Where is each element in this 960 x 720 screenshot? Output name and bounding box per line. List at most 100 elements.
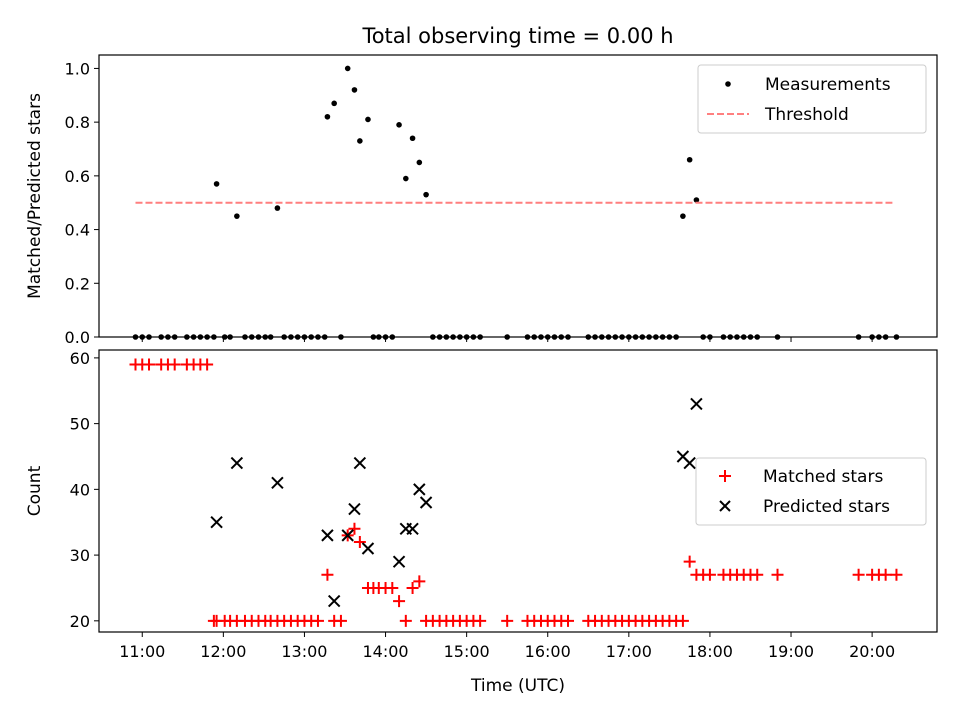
measurement-point — [324, 113, 331, 120]
measurement-point — [234, 213, 240, 219]
top-y-tick-label: 0.0 — [65, 328, 90, 347]
matched-stars-point — [751, 568, 764, 581]
measurement-point — [331, 100, 337, 107]
matched-stars-point — [879, 568, 892, 581]
bottom-x-tick-label: 16:00 — [525, 642, 571, 661]
predicted-stars-point — [419, 496, 433, 509]
measurement-point — [409, 135, 416, 142]
predicted-stars-point — [413, 483, 426, 496]
measurement-point — [344, 65, 351, 72]
legend-matched-label: Matched stars — [763, 467, 883, 487]
top-y-ticks: 0.0 0.2 0.4 0.6 0.8 1.0 — [65, 59, 99, 347]
measurement-point — [213, 181, 220, 187]
predicted-stars-point — [210, 516, 223, 529]
bottom-y-tick-label: 40 — [70, 480, 90, 499]
top-x-ticks — [141, 337, 873, 342]
measurement-point — [351, 87, 358, 93]
top-panel: 0.0 0.2 0.4 0.6 0.8 1.0 Matched/Predicted sta… — [25, 54, 938, 347]
legend-matched-marker — [719, 470, 731, 482]
bottom-panel: 20 30 40 50 60 11:00 12:00 13:00 14:00 15:00 16:0… — [25, 349, 938, 696]
matched-stars-point — [348, 522, 361, 535]
bottom-axes-frame — [98, 349, 938, 633]
legend-predicted-marker — [719, 500, 731, 512]
predicted-stars-point — [271, 476, 284, 489]
matched-stars-point — [393, 595, 406, 608]
matched-stars-point — [501, 614, 514, 627]
bottom-y-tick-label: 30 — [70, 546, 90, 565]
measurement-point — [680, 213, 686, 219]
bottom-x-tick-label: 14:00 — [362, 642, 408, 661]
matched-stars-point — [771, 568, 784, 581]
top-legend-box — [697, 64, 927, 134]
matched-stars-point — [676, 614, 689, 627]
predicted-stars-point — [690, 397, 703, 411]
predicted-stars-point — [392, 555, 406, 568]
predicted-stars-point — [683, 456, 696, 470]
matched-stars-point — [201, 358, 214, 371]
top-axes-frame — [98, 54, 938, 338]
bottom-x-axis-label: Time (UTC) — [470, 676, 565, 696]
top-y-tick-label: 0.2 — [65, 274, 90, 293]
bottom-x-tick-label: 20:00 — [849, 642, 895, 661]
matched-stars-point — [353, 535, 366, 548]
bottom-x-tick-label: 18:00 — [687, 642, 733, 661]
matched-stars-point — [143, 358, 156, 371]
matched-stars-point — [334, 614, 347, 627]
bottom-y-axis-label: Count — [25, 465, 45, 516]
top-legend: Measurements Threshold — [697, 64, 927, 134]
predicted-stars-point — [341, 529, 354, 542]
legend-threshold-label: Threshold — [764, 105, 849, 125]
predicted-stars-point — [406, 522, 419, 536]
bottom-x-tick-label: 11:00 — [119, 642, 165, 661]
bottom-legend-box — [695, 457, 927, 526]
bottom-legend: Matched stars Predicted stars — [695, 457, 927, 526]
bottom-y-tick-label: 20 — [70, 612, 90, 631]
matched-stars-point — [386, 581, 399, 594]
predicted-stars-point — [353, 456, 367, 470]
matched-stars-point — [399, 614, 412, 627]
bottom-y-tick-label: 50 — [70, 415, 90, 434]
matched-stars-point — [168, 358, 181, 371]
matched-stars-point — [703, 568, 716, 581]
top-y-tick-label: 0.8 — [65, 113, 90, 132]
matched-stars-point — [321, 568, 334, 581]
legend-measurements-label: Measurements — [765, 75, 891, 95]
predicted-stars-point — [321, 529, 334, 542]
top-y-tick-label: 0.4 — [65, 221, 90, 240]
legend-measurements-marker — [725, 81, 731, 87]
measurement-point — [686, 156, 693, 163]
bottom-x-tick-label: 19:00 — [768, 642, 814, 661]
matched-stars-point — [852, 568, 865, 581]
matched-stars-point — [413, 575, 426, 588]
measurement-point — [416, 159, 423, 166]
measurement-point — [403, 175, 409, 182]
matched-stars-point — [474, 614, 487, 627]
predicted-stars-point — [361, 542, 375, 555]
bottom-x-ticks: 11:00 12:00 13:00 14:00 15:00 16:00 17:00 18:00… — [119, 632, 895, 661]
bottom-x-tick-label: 13:00 — [281, 642, 327, 661]
bottom-marks — [129, 358, 903, 627]
top-y-axis-label: Matched/Predicted stars — [25, 93, 45, 299]
matched-stars-point — [311, 614, 324, 627]
measurement-point — [396, 122, 402, 128]
measurement-point — [693, 197, 700, 203]
predicted-stars-point — [230, 456, 244, 470]
bottom-y-tick-label: 60 — [70, 349, 90, 368]
matched-stars-point — [406, 581, 419, 594]
measurement-point — [423, 191, 429, 198]
figure-title: Total observing time = 0.00 h — [361, 24, 673, 48]
top-y-tick-label: 0.6 — [65, 167, 90, 186]
measurement-point — [357, 138, 363, 144]
measurement-point — [365, 116, 371, 123]
top-y-tick-label: 1.0 — [65, 59, 90, 78]
matched-stars-point — [683, 555, 696, 568]
bottom-x-tick-label: 12:00 — [200, 642, 246, 661]
legend-predicted-label: Predicted stars — [763, 497, 890, 517]
bottom-x-tick-label: 17:00 — [606, 642, 652, 661]
measurement-point — [274, 205, 281, 211]
bottom-x-tick-label: 15:00 — [444, 642, 490, 661]
predicted-stars-point — [327, 594, 341, 608]
bottom-y-ticks: 20 30 40 50 60 — [70, 349, 99, 631]
matched-stars-point — [890, 568, 903, 581]
